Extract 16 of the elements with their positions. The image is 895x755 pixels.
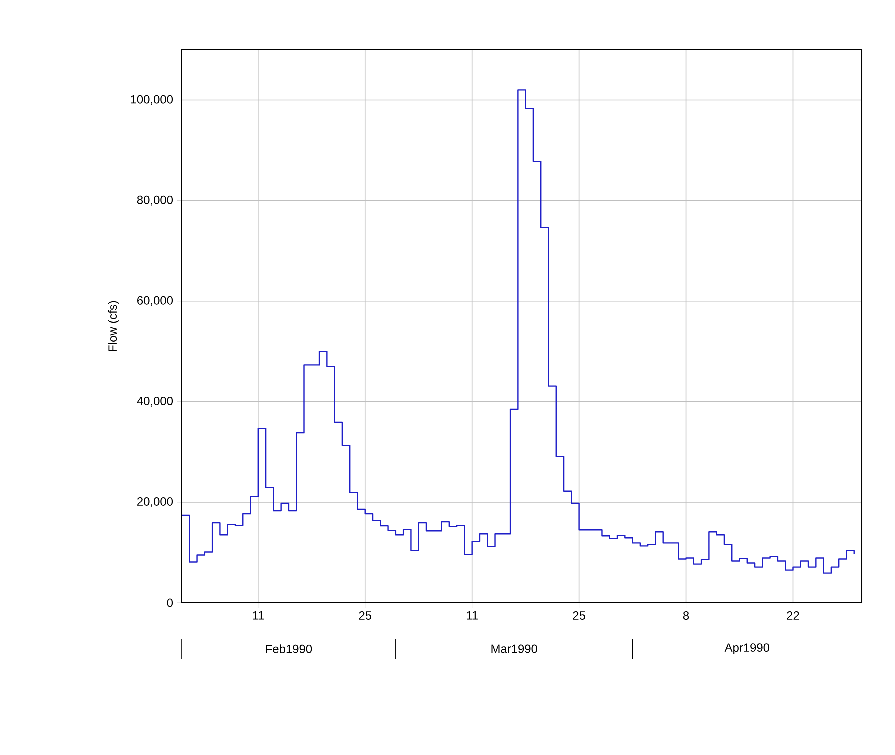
x-tick-label: 22 bbox=[787, 612, 800, 620]
y-axis-title: Flow (cfs) bbox=[108, 301, 120, 352]
x-tick-label: 25 bbox=[573, 612, 586, 620]
y-tick-label: 0 bbox=[167, 598, 174, 608]
text: Mar1990 bbox=[492, 644, 538, 654]
x-tick-label: 8 bbox=[683, 612, 690, 620]
x-tick-label: 11 bbox=[253, 612, 264, 620]
y-tick-label: 100,000 bbox=[131, 95, 174, 106]
y-tick-label: 40,000 bbox=[137, 396, 174, 407]
y-tick-label: 60,000 bbox=[138, 296, 174, 306]
text: Apr1990 bbox=[724, 644, 770, 654]
y-tick-label: 80,000 bbox=[137, 196, 174, 206]
text: Feb1990 bbox=[266, 644, 312, 654]
x-tick-label: 25 bbox=[359, 612, 372, 620]
y-tick-label: 20,000 bbox=[138, 498, 174, 508]
x-tick-label: 11 bbox=[467, 612, 478, 620]
